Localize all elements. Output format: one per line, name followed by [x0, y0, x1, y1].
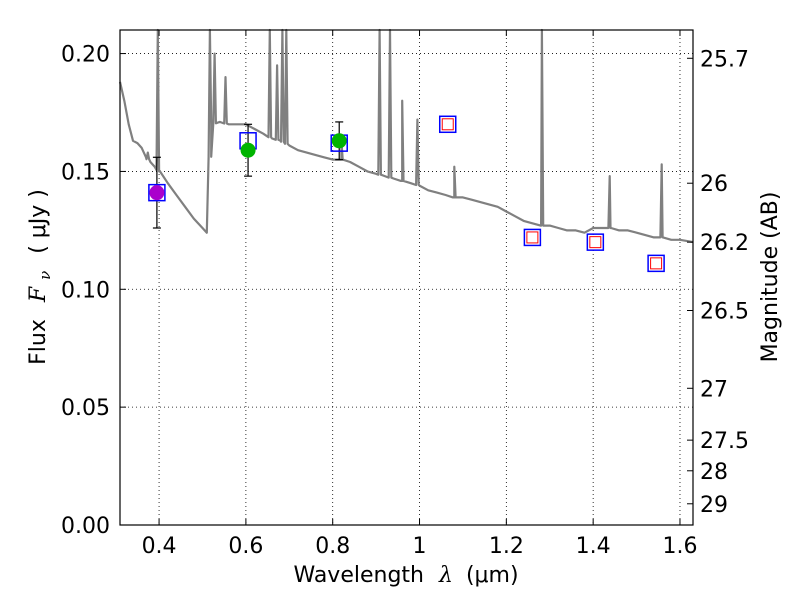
- y2-tick-label: 26: [700, 172, 728, 197]
- model-photometry-point: [438, 115, 457, 134]
- observed-photometry-point: [331, 133, 347, 149]
- model-photometry-point: [148, 183, 166, 202]
- y2-tick-label: 27.5: [700, 429, 749, 454]
- x-axis-symbol: λ: [438, 563, 453, 588]
- x-tick-label: 0.6: [228, 534, 263, 559]
- model-spectrum-layer: [118, 28, 694, 244]
- x-axis-label-text: Wavelength: [293, 563, 424, 588]
- model-photometry-point: [523, 228, 542, 247]
- y2-axis-label: Magnitude (AB): [758, 192, 783, 363]
- y-tick-label: 0.20: [61, 43, 110, 68]
- observed-photometry-point: [149, 185, 165, 201]
- y2-tick-label: 25.7: [700, 47, 749, 72]
- x-ticks: 0.4 0.6 0.8 1 1.2 1.4 1.6: [142, 30, 697, 559]
- x-tick-label: 0.8: [315, 534, 350, 559]
- x-axis-label: Wavelength λ (μm): [293, 563, 518, 588]
- observed-photometry-point: [240, 142, 256, 158]
- y2-ticks: 25.7 26 26.2 26.5 27 27.5 28 29: [687, 47, 749, 518]
- model-photometry-point: [647, 254, 665, 273]
- y2-tick-label: 28: [700, 460, 728, 485]
- y-axis-symbol: F: [26, 286, 51, 303]
- x-tick-label: 1.4: [576, 534, 611, 559]
- observed-photometry-markers: [149, 133, 347, 201]
- y2-tick-label: 26.2: [700, 231, 749, 256]
- x-tick-label: 1.6: [662, 534, 697, 559]
- x-tick-label: 0.4: [142, 534, 177, 559]
- y-axis-units: ( μJy ): [26, 189, 51, 254]
- upper-limit-point: [589, 236, 602, 249]
- upper-limit-point: [650, 257, 663, 270]
- y-tick-label: 0.15: [61, 160, 110, 185]
- model-spectrum-line: [118, 28, 694, 244]
- upper-limit-point: [526, 231, 539, 244]
- x-tick-label: 1: [413, 534, 427, 559]
- error-bars: [152, 121, 344, 229]
- upper-limit-point: [441, 118, 454, 131]
- y-tick-label: 0.00: [61, 514, 110, 539]
- y-ticks: 0.00 0.05 0.10 0.15 0.20: [61, 43, 126, 539]
- y-axis-label: Flux F ν ( μJy ): [26, 189, 56, 365]
- model-photometry-point: [586, 233, 605, 251]
- y-axis-label-text: Flux: [26, 319, 51, 365]
- y2-tick-label: 29: [700, 493, 728, 518]
- x-tick-label: 1.2: [489, 534, 524, 559]
- y2-tick-label: 26.5: [700, 300, 749, 325]
- y-tick-label: 0.10: [61, 278, 110, 303]
- model-photometry-markers: [148, 115, 665, 273]
- grid: [120, 30, 693, 526]
- x-axis-units: (μm): [466, 563, 519, 588]
- plot-frame: [119, 29, 694, 526]
- upper-limit-markers: [441, 118, 663, 270]
- y2-tick-label: 27: [700, 377, 728, 402]
- y-axis-subscript: ν: [36, 271, 54, 280]
- y-tick-label: 0.05: [61, 396, 110, 421]
